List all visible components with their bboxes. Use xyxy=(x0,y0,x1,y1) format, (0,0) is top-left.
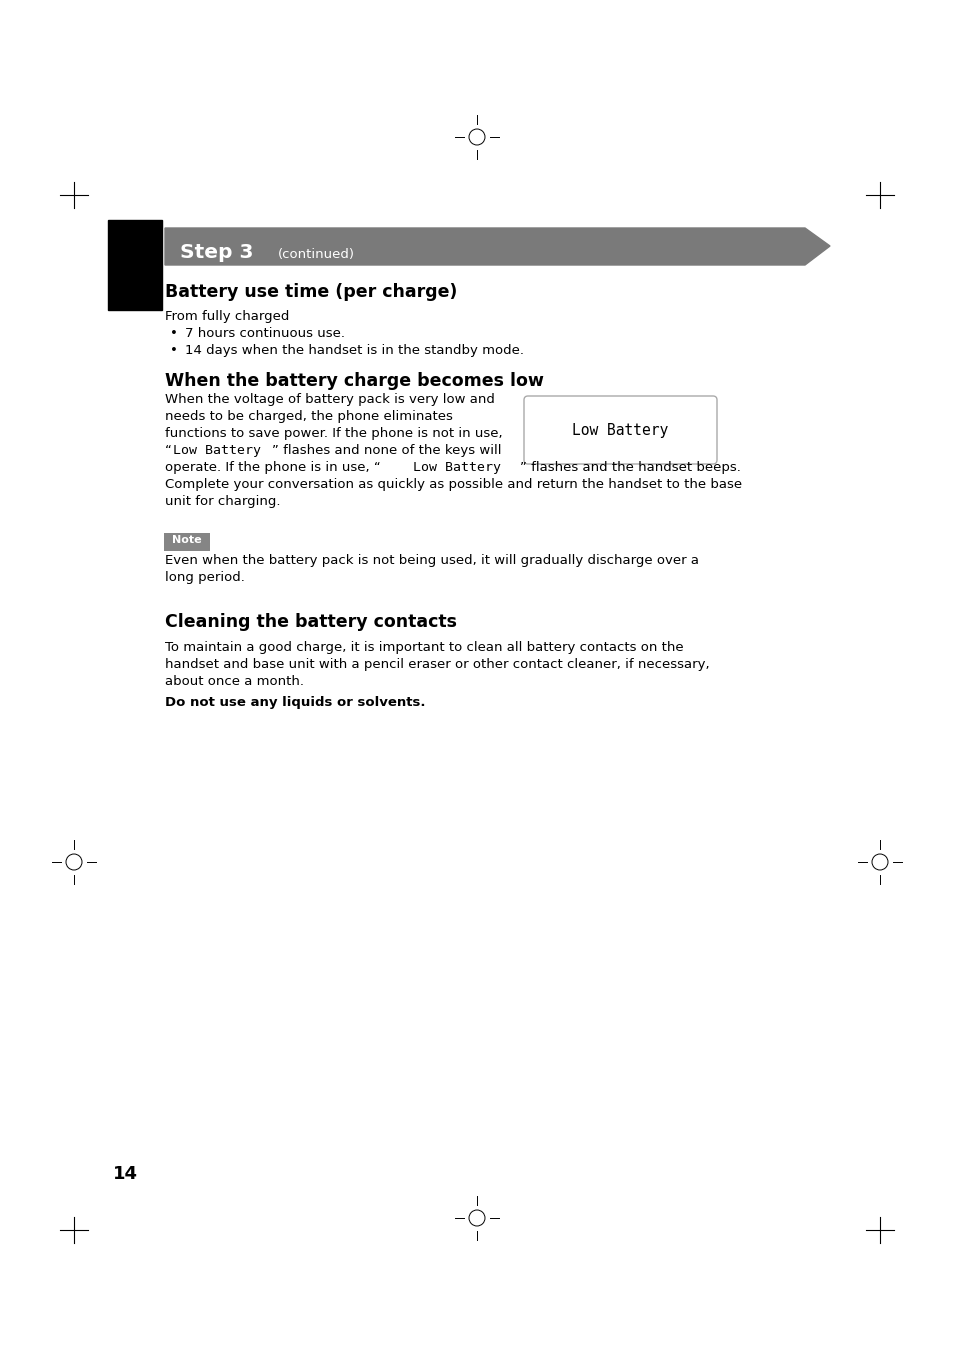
Text: When the voltage of battery pack is very low and: When the voltage of battery pack is very… xyxy=(165,393,495,407)
Text: Low Battery: Low Battery xyxy=(172,444,261,457)
Text: 7 hours continuous use.: 7 hours continuous use. xyxy=(185,327,345,340)
Text: 14 days when the handset is in the standby mode.: 14 days when the handset is in the stand… xyxy=(185,345,523,357)
Text: handset and base unit with a pencil eraser or other contact cleaner, if necessar: handset and base unit with a pencil eras… xyxy=(165,658,709,671)
Text: functions to save power. If the phone is not in use,: functions to save power. If the phone is… xyxy=(165,427,502,440)
Text: Battery use time (per charge): Battery use time (per charge) xyxy=(165,282,456,301)
Text: •: • xyxy=(170,327,177,340)
Text: Low Battery: Low Battery xyxy=(413,461,500,474)
Text: “: “ xyxy=(165,444,172,457)
Text: long period.: long period. xyxy=(165,571,245,584)
Text: Step 3: Step 3 xyxy=(180,243,253,262)
Text: From fully charged: From fully charged xyxy=(165,309,289,323)
Text: ” flashes and none of the keys will: ” flashes and none of the keys will xyxy=(272,444,501,457)
Text: Low Battery: Low Battery xyxy=(572,423,668,438)
Text: Do not use any liquids or solvents.: Do not use any liquids or solvents. xyxy=(165,696,425,709)
FancyBboxPatch shape xyxy=(523,396,717,463)
Text: about once a month.: about once a month. xyxy=(165,676,304,688)
Text: •: • xyxy=(170,345,177,357)
Text: 14: 14 xyxy=(112,1165,138,1183)
Text: needs to be charged, the phone eliminates: needs to be charged, the phone eliminate… xyxy=(165,409,453,423)
Text: When the battery charge becomes low: When the battery charge becomes low xyxy=(165,372,543,390)
Text: Even when the battery pack is not being used, it will gradually discharge over a: Even when the battery pack is not being … xyxy=(165,554,699,567)
Text: Cleaning the battery contacts: Cleaning the battery contacts xyxy=(165,613,456,631)
Text: ” flashes and the handset beeps.: ” flashes and the handset beeps. xyxy=(519,461,740,474)
Text: To maintain a good charge, it is important to clean all battery contacts on the: To maintain a good charge, it is importa… xyxy=(165,640,683,654)
Text: (continued): (continued) xyxy=(277,249,355,261)
Polygon shape xyxy=(165,228,829,265)
Text: operate. If the phone is in use, “: operate. If the phone is in use, “ xyxy=(165,461,380,474)
FancyBboxPatch shape xyxy=(164,534,210,551)
Text: Complete your conversation as quickly as possible and return the handset to the : Complete your conversation as quickly as… xyxy=(165,478,741,490)
Bar xyxy=(108,220,162,309)
Text: unit for charging.: unit for charging. xyxy=(165,494,280,508)
Text: Note: Note xyxy=(172,535,202,544)
